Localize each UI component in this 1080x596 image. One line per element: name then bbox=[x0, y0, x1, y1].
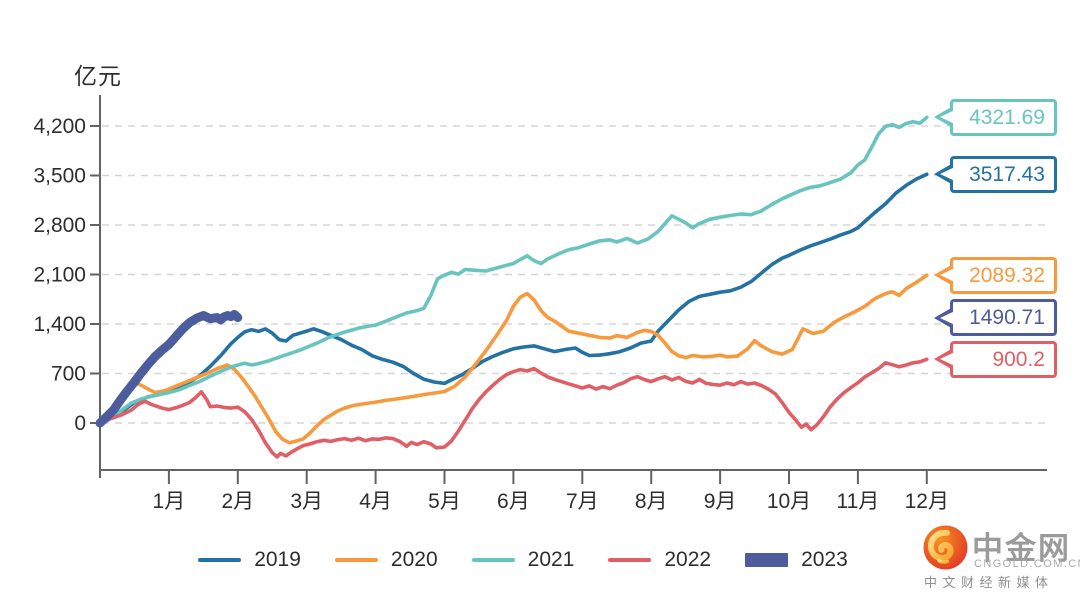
x-axis-tick-label: 5月 bbox=[428, 490, 461, 513]
y-axis-tick-label: 2,800 bbox=[33, 214, 86, 237]
legend-swatch-2019 bbox=[198, 558, 242, 562]
legend-item-2021: 2021 bbox=[471, 548, 575, 572]
legend-label: 2019 bbox=[254, 548, 301, 571]
x-axis-tick-label: 9月 bbox=[704, 490, 737, 513]
legend-label: 2022 bbox=[664, 548, 712, 571]
series-line-2019 bbox=[98, 172, 929, 425]
cngold-logo: 中金网 CNGOLD.COM.CN 中文财经新媒体 bbox=[922, 522, 1080, 590]
legend-item-2022: 2022 bbox=[608, 548, 711, 572]
y-axis-tick-label: 3,500 bbox=[33, 165, 86, 188]
y-axis-unit-label: 亿元 bbox=[74, 63, 122, 89]
end-value-text: 3517.43 bbox=[969, 162, 1045, 186]
legend-item-2020: 2020 bbox=[334, 548, 438, 572]
logo-tagline: 中文财经新媒体 bbox=[924, 575, 1054, 590]
x-axis-tick-label: 3月 bbox=[290, 490, 323, 513]
series-line-2020 bbox=[98, 273, 929, 445]
end-value-callout-2021: 4321.69 bbox=[934, 98, 1057, 136]
cngold-logo-icon bbox=[923, 525, 968, 570]
y-axis-tick-label: 1,400 bbox=[33, 313, 86, 336]
x-axis-tick-label: 7月 bbox=[566, 490, 599, 513]
logo-domain: CNGOLD.COM.CN bbox=[974, 558, 1080, 570]
x-axis-tick-label: 8月 bbox=[635, 490, 668, 513]
series-line-2023 bbox=[95, 310, 243, 428]
chart-legend: 2019 2020 2021 2022 2023 bbox=[0, 546, 1046, 574]
y-axis-tick-label: 0 bbox=[74, 412, 86, 435]
legend-item-2023: 2023 bbox=[745, 548, 848, 572]
end-value-callout-2023: 1490.71 bbox=[934, 299, 1057, 337]
x-axis-tick-label: 2月 bbox=[221, 490, 254, 513]
series-line-2022 bbox=[98, 357, 929, 459]
callout-arrow-inner bbox=[940, 166, 957, 183]
legend-item-2019: 2019 bbox=[198, 548, 301, 572]
legend-swatch-2020 bbox=[334, 558, 378, 562]
end-value-callout-2022: 900.2 bbox=[934, 340, 1057, 378]
y-axis-tick-label: 700 bbox=[51, 363, 86, 386]
logo-title: 中金网 bbox=[972, 531, 1071, 566]
callout-arrow-inner bbox=[940, 351, 957, 368]
callout-arrow-inner bbox=[940, 309, 957, 326]
callout-arrow-inner bbox=[940, 267, 957, 284]
callout-arrow-inner bbox=[940, 109, 957, 126]
x-axis-tick-label: 11月 bbox=[836, 490, 879, 513]
end-value-text: 4321.69 bbox=[969, 105, 1045, 129]
x-axis-tick-label: 12月 bbox=[905, 490, 949, 513]
end-value-text: 1490.71 bbox=[969, 306, 1045, 330]
end-value-callout-2020: 2089.32 bbox=[934, 256, 1057, 294]
legend-swatch-2021 bbox=[471, 558, 515, 562]
legend-swatch-2022 bbox=[608, 558, 652, 562]
end-value-text: 900.2 bbox=[992, 347, 1045, 371]
legend-label: 2021 bbox=[527, 548, 575, 571]
end-value-text: 2089.32 bbox=[969, 263, 1045, 287]
series-line-2021 bbox=[98, 115, 929, 427]
x-axis-tick-label: 4月 bbox=[359, 490, 392, 513]
x-axis-tick-label: 10月 bbox=[767, 490, 811, 513]
end-value-callout-2019: 3517.43 bbox=[934, 155, 1057, 193]
legend-label: 2023 bbox=[801, 548, 848, 571]
legend-swatch-2023 bbox=[745, 553, 789, 567]
legend-label: 2020 bbox=[390, 548, 438, 571]
x-axis-tick-label: 1月 bbox=[153, 490, 186, 513]
y-axis-tick-label: 4,200 bbox=[33, 115, 86, 138]
x-axis-tick-label: 6月 bbox=[497, 490, 530, 513]
y-axis-tick-label: 2,100 bbox=[33, 264, 86, 287]
